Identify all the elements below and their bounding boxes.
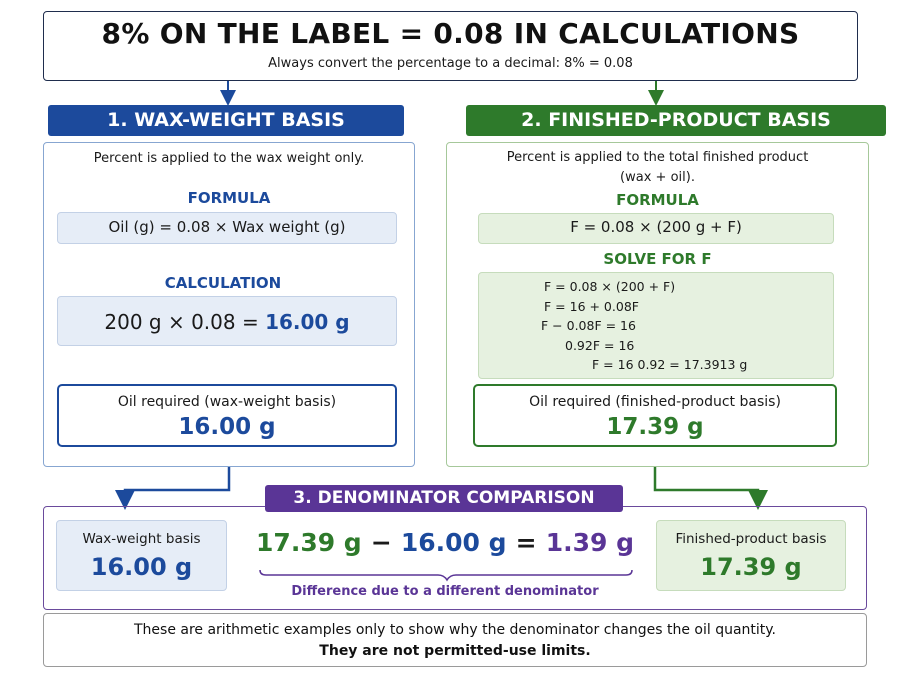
wax-calc: 200 g × 0.08 = 16.00 g bbox=[57, 310, 397, 334]
finished-formula: F = 0.08 × (200 g + F) bbox=[570, 218, 742, 236]
finished-basis-intro-1: Percent is applied to the total finished… bbox=[506, 150, 809, 165]
wax-calc-expression: 200 g × 0.08 = bbox=[104, 310, 266, 334]
eq-difference: 1.39 g bbox=[545, 528, 634, 557]
wax-formula-heading: FORMULA bbox=[187, 189, 271, 207]
finished-basis-intro-2: (wax + oil). bbox=[620, 170, 695, 185]
comparison-banner: 3. DENOMINATOR COMPARISON bbox=[265, 485, 623, 512]
wax-result-label: Oil required (wax-weight basis) bbox=[117, 394, 337, 410]
page-subtitle: Always convert the percentage to a decim… bbox=[268, 56, 633, 71]
finished-formula-box bbox=[478, 213, 834, 244]
eq-minus: − bbox=[370, 528, 392, 557]
wax-basis-panel bbox=[43, 142, 415, 467]
wax-result-value: 16.00 g bbox=[178, 414, 276, 440]
solve-step-4: 0.92F = 16 bbox=[565, 338, 635, 353]
wax-formula-box bbox=[57, 212, 397, 244]
compare-wax-value: 16.00 g bbox=[90, 553, 193, 581]
wax-calc-heading: CALCULATION bbox=[164, 274, 282, 292]
compare-wax-card bbox=[56, 520, 227, 591]
header-box bbox=[43, 11, 858, 81]
difference-equation: 17.39 g − 16.00 g = 1.39 g bbox=[245, 528, 645, 557]
finished-result-box bbox=[473, 384, 837, 447]
difference-brace bbox=[259, 569, 633, 582]
footer-line-2: They are not permitted-use limits. bbox=[319, 643, 591, 659]
solve-step-2: F = 16 + 0.08F bbox=[544, 299, 639, 314]
wax-result-box bbox=[57, 384, 397, 447]
compare-wax-label: Wax-weight basis bbox=[82, 531, 201, 547]
page-title: 8% ON THE LABEL = 0.08 IN CALCULATIONS bbox=[101, 17, 800, 50]
eq-finished-value: 17.39 g bbox=[256, 528, 362, 557]
footer-line-1: These are arithmetic examples only to sh… bbox=[133, 622, 777, 638]
finished-result-value: 17.39 g bbox=[606, 414, 704, 440]
finished-basis-banner: 2. FINISHED-PRODUCT BASIS bbox=[466, 105, 886, 136]
eq-equals: = bbox=[515, 528, 537, 557]
wax-formula: Oil (g) = 0.08 × Wax weight (g) bbox=[108, 218, 346, 236]
finished-result-label: Oil required (finished-product basis) bbox=[529, 394, 781, 410]
compare-finished-label: Finished-product basis bbox=[675, 531, 827, 547]
finished-basis-panel bbox=[446, 142, 869, 467]
solve-step-5: F = 16 0.92 = 17.3913 g bbox=[592, 357, 748, 372]
wax-calc-result: 16.00 g bbox=[265, 310, 350, 334]
arrow-finished-to-compare bbox=[653, 467, 768, 510]
solve-heading: SOLVE FOR F bbox=[603, 250, 712, 268]
compare-finished-card bbox=[656, 520, 846, 591]
solve-step-1: F = 0.08 × (200 + F) bbox=[544, 279, 676, 294]
wax-basis-banner: 1. WAX-WEIGHT BASIS bbox=[48, 105, 404, 136]
wax-calc-box bbox=[57, 296, 397, 346]
wax-basis-intro: Percent is applied to the wax weight onl… bbox=[93, 151, 365, 166]
arrow-wax-to-compare bbox=[115, 467, 231, 510]
difference-note: Difference due to a different denominato… bbox=[291, 584, 599, 599]
solve-step-3: F − 0.08F = 16 bbox=[541, 318, 636, 333]
solve-box bbox=[478, 272, 834, 379]
eq-wax-value: 16.00 g bbox=[400, 528, 507, 557]
footer-box bbox=[43, 613, 867, 667]
finished-formula-heading: FORMULA bbox=[616, 191, 699, 209]
compare-finished-value: 17.39 g bbox=[700, 553, 802, 581]
